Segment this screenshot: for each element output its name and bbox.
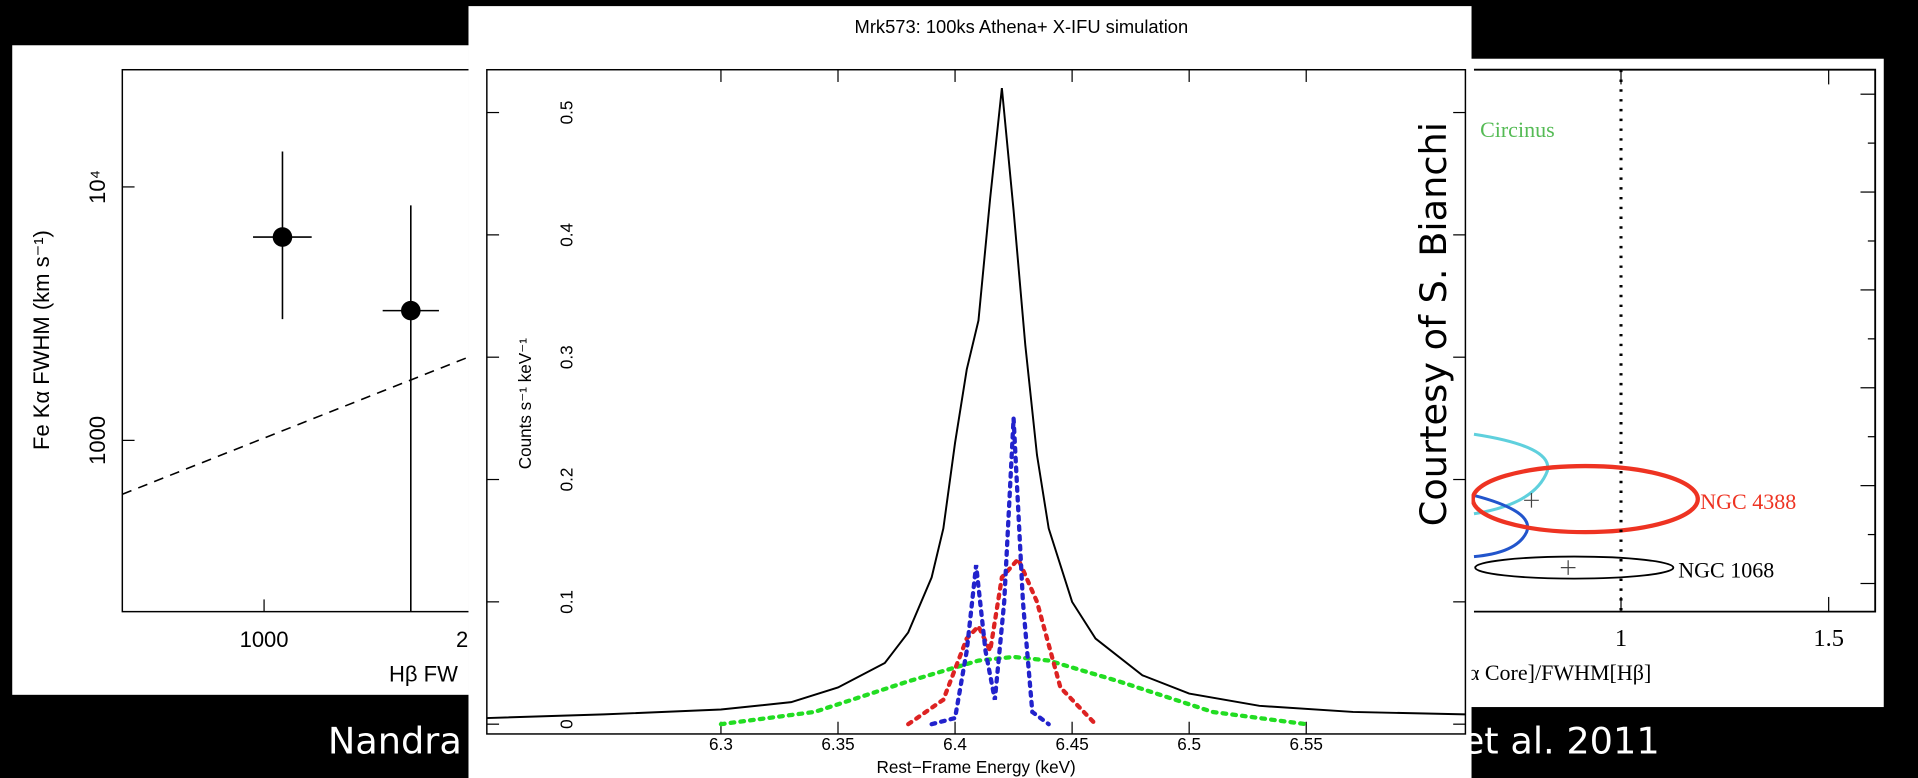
series-line bbox=[929, 418, 1051, 727]
point bbox=[401, 300, 421, 321]
y-tick-label: 0.5 bbox=[557, 101, 576, 125]
cross bbox=[1524, 492, 1576, 575]
x-axis-label: α Core]/FWHM[Hβ] bbox=[1468, 660, 1651, 685]
y-tick-label: 0.2 bbox=[557, 468, 576, 492]
x-tick-label: 6.45 bbox=[1055, 735, 1088, 754]
x-tick-label: 6.3 bbox=[709, 735, 733, 754]
panel bbox=[468, 6, 1472, 778]
caption: Nandra bbox=[328, 720, 462, 763]
x-tick-label: 6.5 bbox=[1177, 735, 1201, 754]
panel bbox=[1467, 58, 1884, 708]
credit: Courtesy of S. Bianchi bbox=[1412, 122, 1455, 526]
point bbox=[272, 227, 293, 247]
x-tick-label: 6.4 bbox=[943, 735, 967, 754]
middle-chart: Mrk573: 100ks Athena+ X-IFU simulation R… bbox=[468, 6, 1472, 778]
y-tick-label: 10⁴ bbox=[85, 170, 110, 204]
contour bbox=[1474, 555, 1675, 580]
plot-frame bbox=[1473, 68, 1877, 613]
plot-area bbox=[122, 151, 469, 612]
y-tick-label: 0.4 bbox=[557, 222, 576, 246]
x-tick-label: 6.35 bbox=[821, 735, 854, 754]
chart-title: Mrk573: 100ks Athena+ X-IFU simulation bbox=[855, 16, 1189, 37]
contour bbox=[1473, 493, 1530, 559]
y-tick-label: 1000 bbox=[85, 416, 110, 465]
y-axis-label: Counts s⁻¹ keV⁻¹ bbox=[516, 338, 535, 470]
series-line bbox=[906, 555, 1098, 727]
right-chart: Circinus NGC 4388 NGC 1068 α Core]/FWHM[… bbox=[1467, 58, 1884, 708]
y-tick-label: 0.1 bbox=[557, 590, 576, 614]
panel bbox=[12, 45, 469, 695]
plot-frame bbox=[486, 68, 1467, 735]
x-axis-label: Hβ FW bbox=[389, 661, 458, 686]
y-axis-label: Fe Kα FWHM (km s⁻¹) bbox=[29, 230, 54, 450]
x-tick-label: 1.5 bbox=[1813, 625, 1844, 652]
x-tick-label: 1 bbox=[1615, 625, 1627, 652]
series-line bbox=[486, 87, 1466, 720]
captions: Nandra et al. 2011 bbox=[328, 720, 1660, 763]
y-tick-label: 0.3 bbox=[557, 345, 576, 369]
plot-area bbox=[486, 87, 1466, 727]
annotation: NGC 4388 bbox=[1700, 489, 1796, 514]
caption: et al. 2011 bbox=[1462, 720, 1660, 763]
x-tick-label: 1000 bbox=[240, 627, 289, 652]
x-axis-label: Rest−Frame Energy (keV) bbox=[877, 758, 1076, 777]
x-tick-label: 6.55 bbox=[1290, 735, 1323, 754]
series-line bbox=[718, 654, 1309, 727]
annotation: NGC 1068 bbox=[1678, 557, 1774, 582]
y-tick-label: 0 bbox=[557, 719, 576, 729]
annotation: Circinus bbox=[1480, 117, 1555, 142]
contour bbox=[1470, 463, 1700, 535]
